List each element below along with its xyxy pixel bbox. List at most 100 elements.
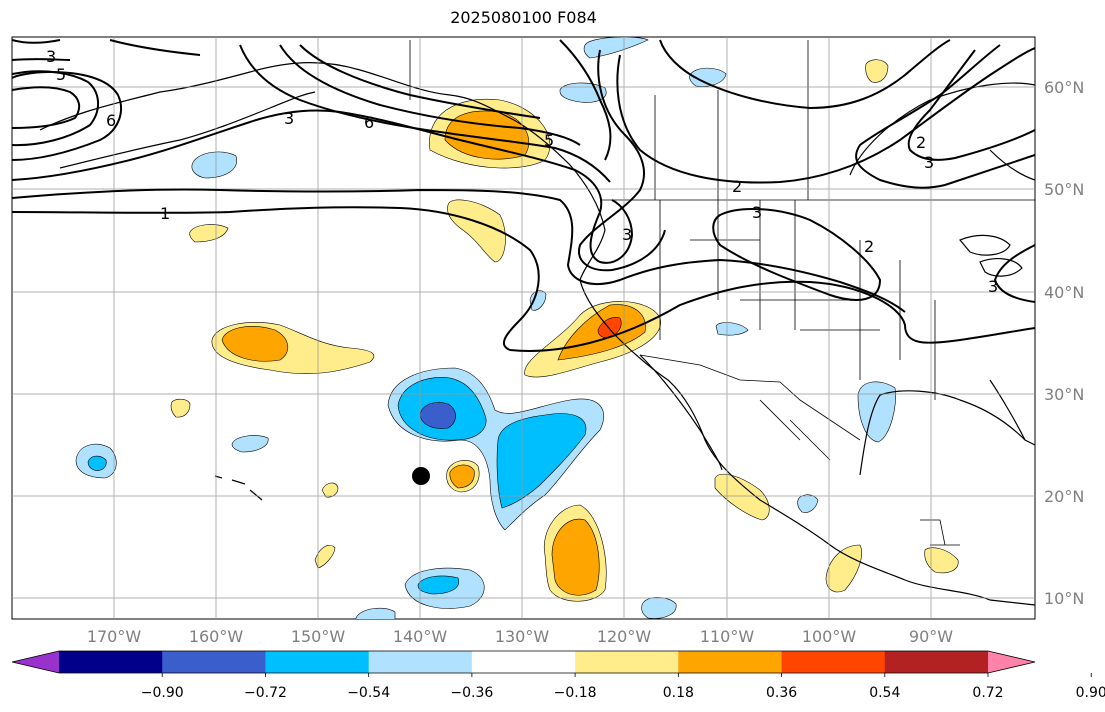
colorbar-segment (781, 651, 886, 673)
contour-4a (12, 109, 634, 264)
canada-provinces (654, 40, 809, 200)
latitude-labels: 60°N 50°N 40°N 30°N 20°N 10°N (1044, 78, 1084, 608)
colorbar-extend-high (988, 651, 1035, 673)
contour-label: 3 (284, 109, 294, 128)
colorbar-tick-label: 0.54 (869, 685, 900, 701)
contour-3a (12, 58, 71, 61)
colorbar-tick-label: −0.90 (141, 685, 184, 701)
colorbar-tick-label: 0.18 (663, 685, 694, 701)
shade-negative-small-4b (417, 575, 460, 595)
contour-4b (12, 70, 122, 161)
hudson-bay (849, 82, 1035, 176)
shade-negative-small-2 (231, 435, 269, 453)
contour-6c (299, 44, 541, 119)
shade-mexico-yellow (714, 474, 770, 521)
storm-center-marker (412, 467, 430, 485)
contour-3b (712, 207, 882, 301)
shade-negative-mex (797, 494, 819, 513)
shade-small-yellow-4 (321, 482, 339, 498)
contour-label: 3 (988, 277, 998, 296)
colorbar-tick-label: −0.72 (244, 685, 287, 701)
contour-label: 6 (106, 111, 116, 130)
shade-negative-ca (715, 322, 749, 336)
contour-east (993, 244, 1035, 303)
colorbar-tick-label: −0.36 (450, 685, 493, 701)
mexico-states (759, 399, 960, 546)
lon-label: 150°W (291, 627, 346, 646)
shade-negative-dark (419, 402, 456, 429)
contour-label: 3 (46, 47, 56, 66)
north-america-coast (39, 62, 1035, 606)
map-title: 2025080100 F084 (450, 8, 597, 27)
contour-north-b (659, 39, 951, 110)
contour-label: 3 (752, 203, 762, 222)
shading-layer (75, 37, 959, 619)
colorbar-tick-label: 0.72 (972, 685, 1003, 701)
longitude-labels: 170°W 160°W 150°W 140°W 130°W 120°W 110°… (87, 627, 953, 646)
contour-label: 2 (916, 133, 926, 152)
contour-label: 6 (364, 113, 374, 132)
lat-label: 30°N (1044, 385, 1084, 404)
contour-label: 2 (732, 177, 742, 196)
shade-tropical-orange (551, 518, 600, 596)
contour-label: 5 (544, 131, 554, 150)
colorbar-segment (575, 651, 679, 673)
labrador-coast (989, 149, 1035, 181)
contour-label: 3 (924, 153, 934, 172)
lon-label: 110°W (700, 627, 755, 646)
shade-negative-small-1b (87, 455, 107, 471)
shade-negative-ne (529, 290, 547, 311)
shade-central-pacific-orange (221, 326, 288, 362)
shade-small-orange-1 (449, 464, 475, 489)
aleutians (59, 91, 316, 169)
contour-north-a (559, 39, 612, 161)
lon-label: 90°W (909, 627, 953, 646)
shade-negative-gulf (857, 381, 896, 443)
us-states-grid (659, 200, 936, 400)
contour-label: 2 (864, 237, 874, 256)
colorbar-segment (678, 651, 783, 673)
colorbar-tick-label: −0.18 (554, 685, 597, 701)
colorbar-segment (59, 651, 163, 673)
us-mexico-border (639, 354, 861, 441)
baja (639, 354, 723, 471)
shade-negative-small-3 (191, 151, 237, 179)
lat-label: 50°N (1044, 180, 1084, 199)
colorbar-extend-low (12, 651, 59, 673)
contour-label: 3 (622, 225, 632, 244)
lon-label: 120°W (597, 627, 652, 646)
lon-label: 130°W (495, 627, 550, 646)
contour-2b (616, 47, 1035, 184)
contour-6b (279, 44, 581, 146)
gulf-coast (859, 390, 1035, 476)
lat-label: 40°N (1044, 283, 1084, 302)
shade-offshore-yellow (447, 199, 506, 263)
contour-labels: 3 5 6 3 6 5 1 2 3 3 2 3 2 3 (46, 47, 998, 296)
shade-negative-north-3 (689, 67, 727, 87)
shade-small-yellow-2 (170, 398, 191, 418)
shade-negative-medium-2 (496, 413, 587, 509)
shade-small-yellow-5 (314, 545, 336, 569)
contour-north-d (109, 39, 201, 56)
shade-negative-small-6 (355, 607, 396, 619)
contour-2a (12, 188, 906, 313)
lon-label: 160°W (189, 627, 244, 646)
lon-label: 100°W (802, 627, 857, 646)
colorbar-segment (884, 651, 989, 673)
contour-north-c (907, 49, 1035, 161)
lon-label: 140°W (393, 627, 448, 646)
shade-negative-small-5 (641, 597, 677, 619)
contour-label: 5 (56, 65, 66, 84)
lat-label: 20°N (1044, 487, 1084, 506)
shade-small-yellow-6 (865, 59, 889, 83)
colorbar: −0.90 −0.72 −0.54 −0.36 −0.18 0.18 0.36 0.54 0.7… (11, 650, 1105, 701)
border-layer (409, 40, 1035, 546)
colorbar-tick-label: 0.36 (766, 685, 797, 701)
shade-mexico-yellow-2 (825, 544, 862, 593)
coastline-layer (39, 62, 1035, 606)
florida-coast (989, 379, 1026, 441)
colorbar-tick-label: −0.54 (347, 685, 390, 701)
shade-central-america-yellow (924, 547, 959, 574)
contour-5b (239, 44, 611, 183)
